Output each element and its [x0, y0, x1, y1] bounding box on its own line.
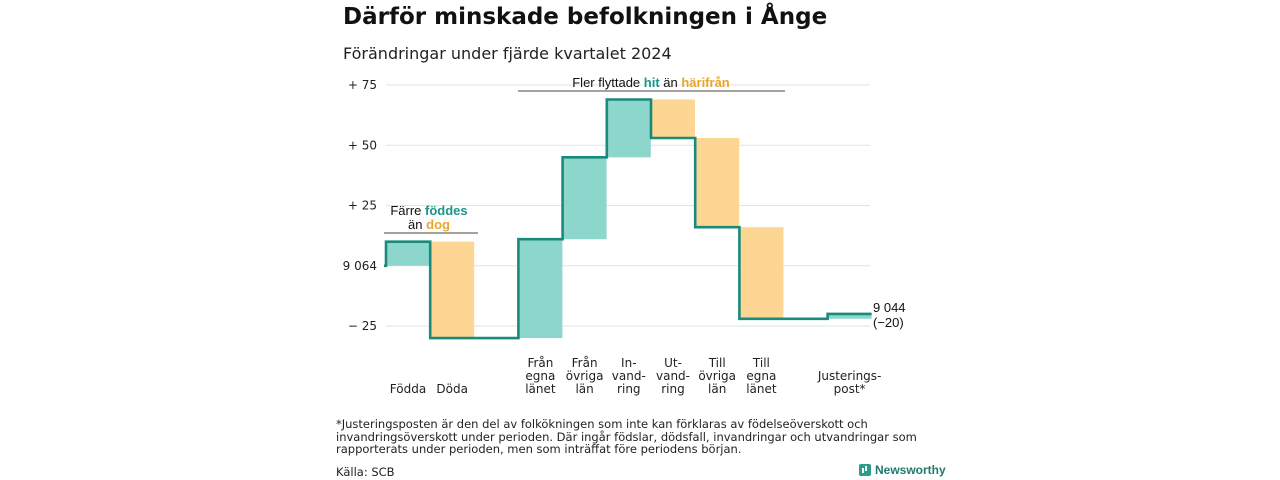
bar-0 — [386, 241, 430, 266]
end-value-label: 9 044 (−20) — [873, 300, 906, 330]
bar-1 — [430, 241, 475, 339]
x-label-2-1: egna — [525, 369, 555, 383]
x-label-7-2: länet — [746, 382, 777, 396]
bar-2 — [518, 239, 563, 339]
x-label-2-0: Från — [527, 356, 553, 370]
chart-title: Därför minskade befolkningen i Ånge — [343, 4, 828, 30]
x-label-4-0: In- — [621, 356, 636, 370]
x-label-8-0: Justerings- — [817, 369, 882, 383]
y-tick-label-4: − 25 — [348, 319, 377, 333]
y-axis-ticks: + 75 + 50 + 25 9 064 − 25 — [343, 78, 377, 333]
x-label-5-1: vand- — [656, 369, 690, 383]
annotation-moved-highlight-hit: hit — [644, 75, 661, 90]
annotation-died-text: än — [408, 217, 426, 232]
svg-text:Färre föddes: Färre föddes — [390, 203, 467, 218]
annotation-moved-text-2: än — [660, 75, 682, 90]
x-label-6-1: övriga — [698, 369, 736, 383]
svg-text:än dog: än dog — [408, 217, 450, 232]
x-label-7-0: Till — [752, 356, 770, 370]
x-label-3-1: övriga — [566, 369, 604, 383]
x-label-6-2: län — [708, 382, 726, 396]
x-label-5-2: ring — [661, 382, 685, 396]
end-change: (−20) — [873, 315, 904, 330]
annotation-born-died: Färre föddes än dog — [384, 203, 478, 234]
annotation-moved: Fler flyttade hit än härifrån — [518, 75, 785, 92]
x-label-4-1: vand- — [612, 369, 646, 383]
x-label-1-0: Döda — [436, 382, 468, 396]
y-tick-label-0: + 75 — [348, 78, 377, 92]
annotation-moved-highlight-harifran: härifrån — [681, 75, 729, 90]
bar-6 — [695, 138, 740, 228]
annotation-born-text: Färre — [390, 203, 425, 218]
brand-name: Newsworthy — [875, 463, 946, 477]
x-label-2-2: länet — [525, 382, 556, 396]
brand-logo: Newsworthy — [859, 463, 946, 477]
x-axis-labels: Födda DödaFrånegnalänetFrånövrigalänIn-va… — [390, 356, 882, 396]
x-label-4-2: ring — [617, 382, 641, 396]
y-tick-label-1: + 50 — [348, 138, 377, 152]
y-tick-label-2: + 25 — [348, 199, 377, 213]
x-label-8-1: post* — [834, 382, 866, 396]
x-label-3-2: län — [575, 382, 593, 396]
svg-text:Fler flyttade hit än härifrån: Fler flyttade hit än härifrån — [572, 75, 730, 90]
bar-4 — [606, 99, 651, 158]
annotation-died-highlight: dog — [426, 217, 450, 232]
end-value: 9 044 — [873, 300, 906, 315]
annotation-moved-text-1: Fler flyttade — [572, 75, 644, 90]
bar-chart-icon — [859, 464, 871, 476]
footnote: *Justeringsposten är den del av folkökni… — [336, 417, 917, 456]
x-label-3-0: Från — [572, 356, 598, 370]
x-label-5-0: Ut- — [664, 356, 682, 370]
bar-7 — [739, 227, 784, 319]
chart-subtitle: Förändringar under fjärde kvartalet 2024 — [343, 44, 672, 63]
y-tick-label-3: 9 064 — [343, 259, 377, 273]
bars — [386, 99, 872, 339]
cumulative-step-line — [384, 98, 872, 340]
bar-5 — [651, 99, 695, 139]
annotation-born-highlight: föddes — [425, 203, 468, 218]
bar-3 — [562, 157, 607, 240]
x-label-0-0: Födda — [390, 382, 426, 396]
x-label-6-0: Till — [708, 356, 726, 370]
source-label: Källa: SCB — [336, 465, 395, 479]
bar-8 — [827, 313, 872, 319]
x-label-7-1: egna — [746, 369, 776, 383]
